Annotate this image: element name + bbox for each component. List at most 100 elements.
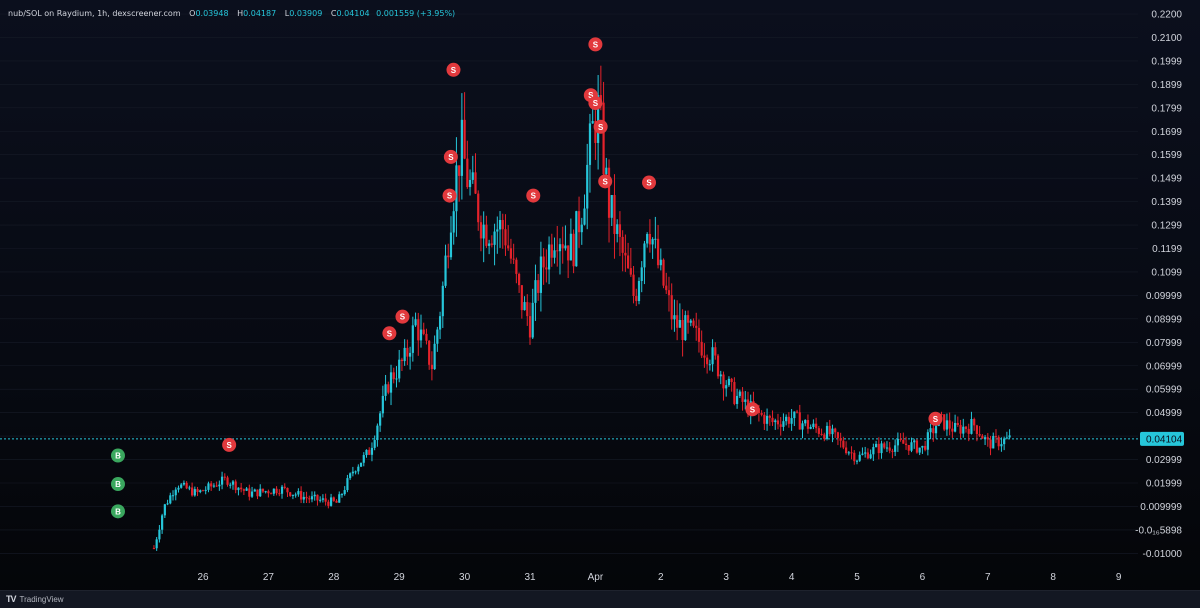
marker-letter: B [115,507,121,516]
sell-marker[interactable]: S [745,402,760,417]
candle [180,483,183,489]
sell-marker[interactable]: S [442,188,457,203]
candle [463,92,466,160]
sell-marker[interactable]: S [598,174,613,189]
sell-marker[interactable]: S [526,188,541,203]
candle [191,482,194,497]
sell-marker[interactable]: S [382,326,397,341]
candle [943,414,946,432]
candle [964,425,968,433]
candle [466,140,469,189]
candles [152,65,1011,551]
candle [504,214,507,256]
candle [997,435,1000,451]
candle [667,276,671,312]
candle [932,423,935,442]
candle [575,210,578,267]
candle [864,446,867,458]
sell-marker[interactable]: S [593,119,608,134]
candle [1003,436,1006,451]
y-tick-label: 0.2100 [1151,33,1182,44]
candle [643,240,646,285]
candle [738,389,741,398]
candle [161,513,164,534]
sell-marker[interactable]: S [588,37,603,52]
candle [174,487,177,501]
y-tick-label: 0.01999 [1146,479,1183,490]
candle [945,413,949,436]
candle [847,450,850,456]
time-axis[interactable]: 26 27 28 29 30 31 Apr 2 3 4 5 6 7 8 9 [197,572,1121,583]
candle [913,438,916,449]
candle [338,491,341,503]
candle [207,481,210,493]
sell-marker[interactable]: S [395,309,410,324]
close-label: C [330,9,337,18]
buy-marker[interactable]: B [110,448,125,463]
marker-letter: S [933,415,939,424]
candle [220,471,224,490]
candle [223,473,226,481]
candle [825,422,829,441]
candle [659,248,662,271]
last-price-tag: 0.04104 [1140,431,1184,446]
y-tick-label: 0.1899 [1151,80,1182,91]
candle [340,493,344,498]
candle [185,481,188,490]
candle [686,310,690,334]
sell-marker[interactable]: S [446,62,461,77]
sell-marker[interactable]: S [443,149,458,164]
marker-letter: S [646,179,652,188]
candle [523,296,526,311]
buy-marker[interactable]: B [110,504,125,519]
y-tick-label: -0.01000 [1143,549,1183,560]
candle [395,366,398,388]
candle [564,225,567,251]
candle [169,492,172,505]
candle [869,449,872,460]
candle [305,491,308,504]
sell-marker[interactable]: S [588,96,603,111]
candle [321,494,324,503]
candle [349,472,352,480]
candle [695,312,698,341]
buy-marker[interactable]: B [110,477,125,492]
candle [902,432,905,444]
candle [188,485,191,491]
candle [567,245,570,279]
marker-letter: S [750,405,756,414]
candle [343,486,346,496]
x-tick-label: 30 [459,572,471,583]
sell-marker[interactable]: S [222,437,237,452]
candle [983,435,987,446]
sell-marker[interactable]: S [642,175,657,190]
y-tick-label: 0.06999 [1146,361,1183,372]
candle [417,312,420,356]
y-tick-label: 0.009999 [1140,502,1182,513]
candle [441,281,444,328]
candle [885,441,889,452]
y-tick-label: 0.1399 [1151,197,1182,208]
marker-letter: B [115,480,121,489]
candle [280,484,284,499]
candle [256,489,259,500]
candle [370,442,374,462]
sell-marker[interactable]: S [928,411,943,426]
candle [332,496,335,502]
candle [665,272,668,294]
candle [929,423,932,440]
tradingview-logo[interactable]: TV TradingView [6,594,64,604]
y-tick-label: 0.1699 [1151,127,1182,138]
candle [569,218,572,261]
candle [278,489,281,497]
candle [479,215,483,252]
candle [335,499,338,503]
last-price-label: 0.04104 [1146,434,1183,445]
candle [637,277,641,305]
candle [212,483,215,488]
price-axis[interactable]: 0.2200 0.2100 0.1999 0.1899 0.1799 0.1699 0.15… [1135,10,1182,560]
candle [975,424,978,442]
candle [632,266,635,304]
